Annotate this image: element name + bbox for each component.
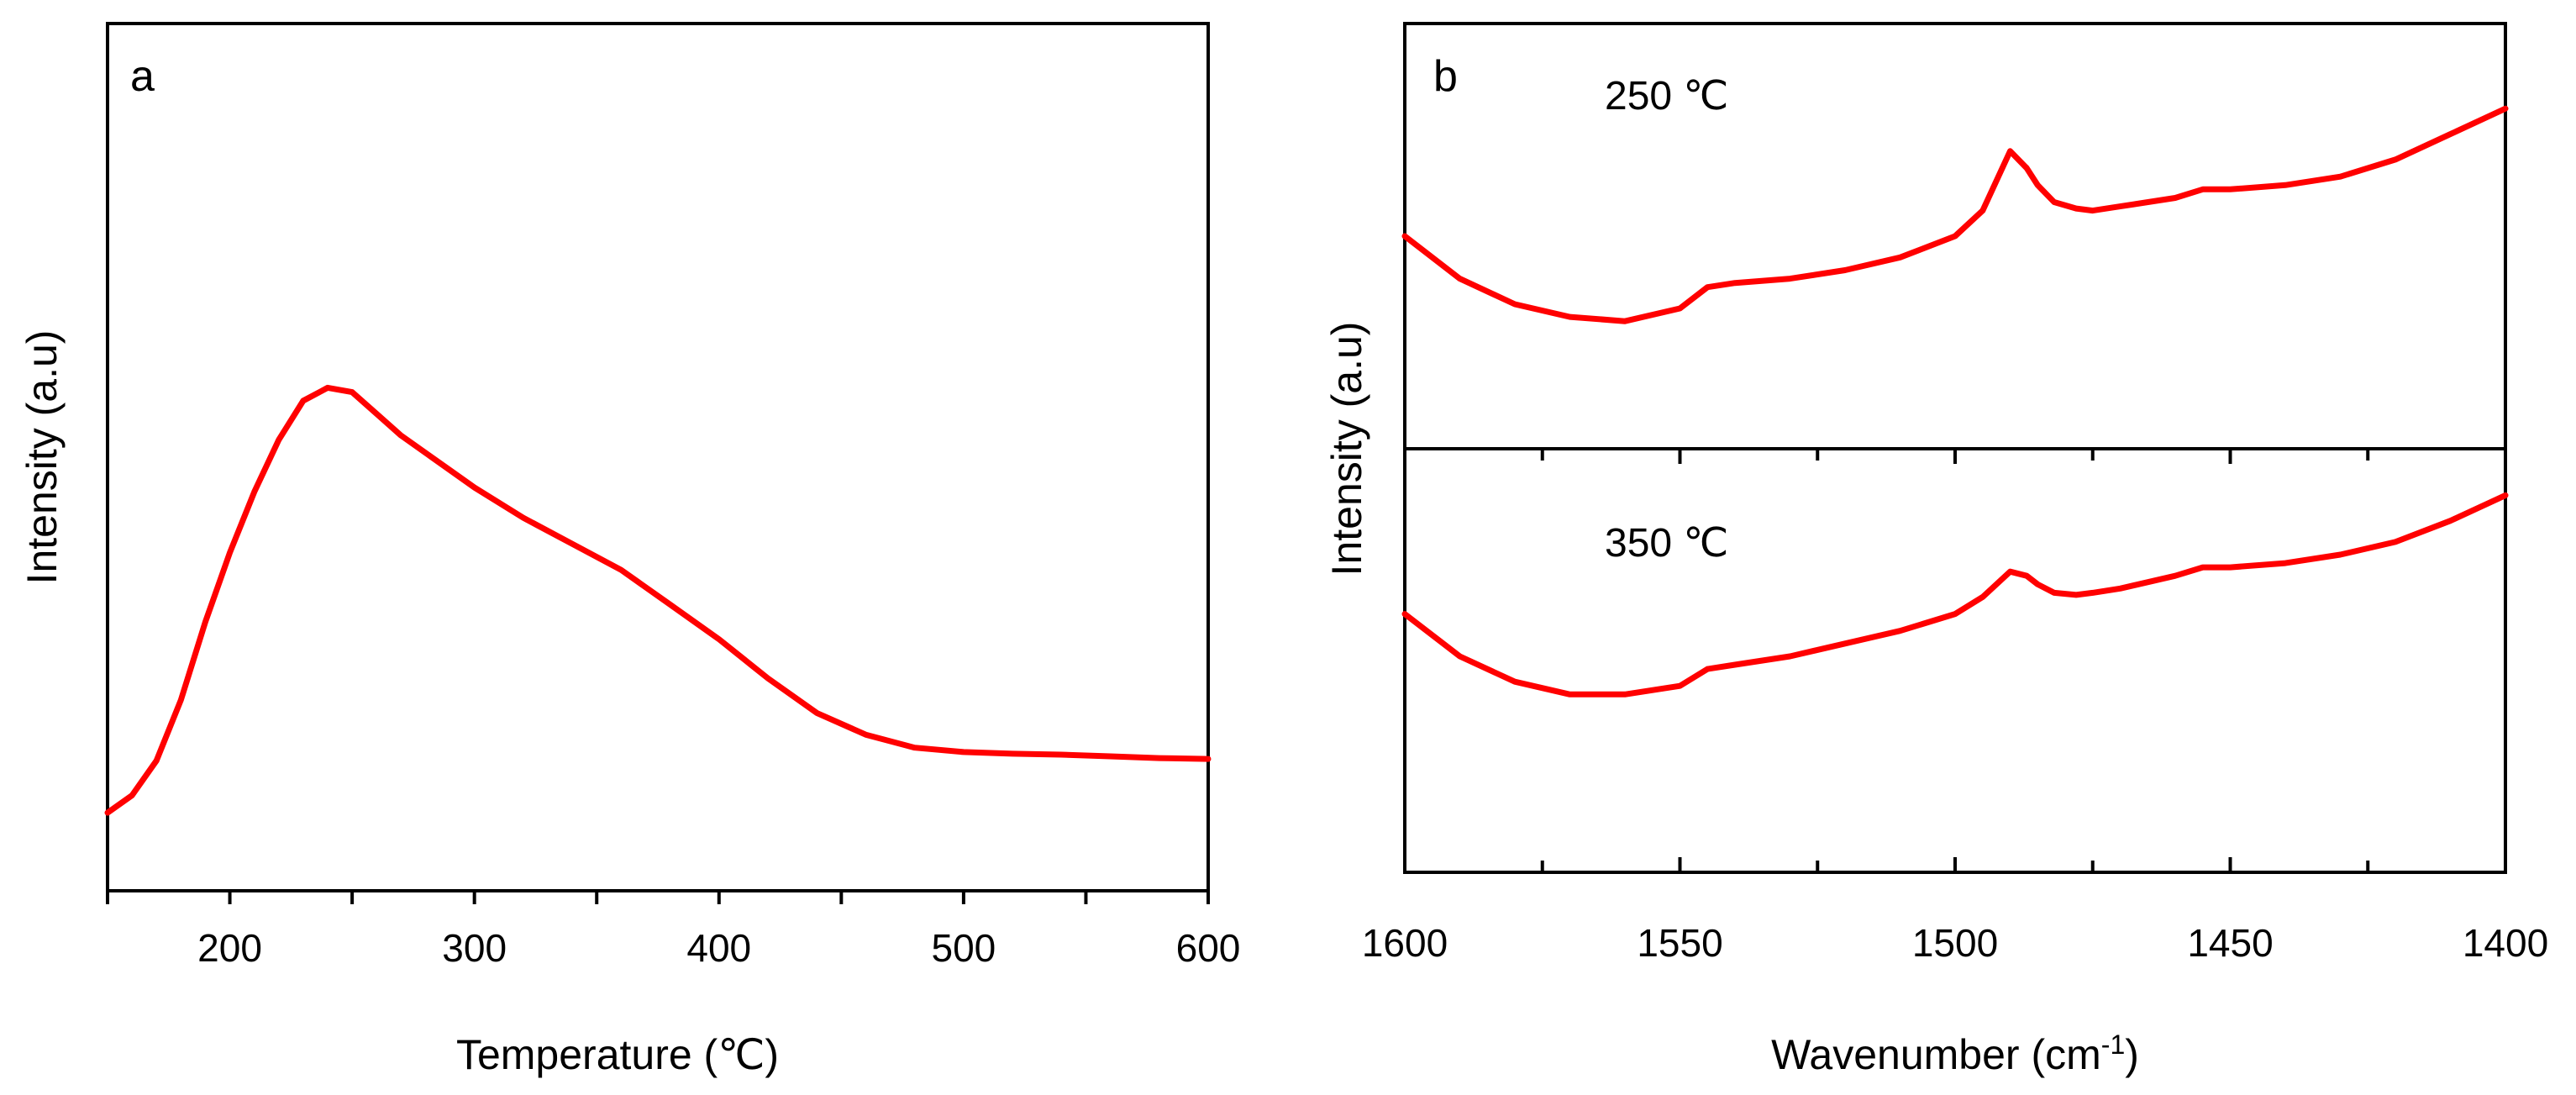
panel-b-xtick-label: 1450: [2187, 921, 2273, 965]
panel-b-series: [1401, 105, 2509, 698]
panel-a-series: [104, 384, 1212, 816]
panel-b-series-line-top: [1401, 105, 2509, 324]
panel-a-xtick-label: 600: [1176, 926, 1241, 970]
panel-a-letter: a: [130, 52, 155, 101]
panel-a-series-line: [104, 384, 1212, 816]
panel-b-letter: b: [1433, 52, 1458, 101]
panel-a-frame: [106, 22, 1210, 892]
panel-b-ylabel: Intensity (a.u): [1323, 322, 1370, 576]
panel-a-tick-labels: 200 300 400 500 600: [197, 926, 1240, 970]
panel-a-ticks: [106, 891, 1210, 904]
panel-a-xlabel: Temperature (℃): [456, 1031, 779, 1078]
panel-b-tick-labels: 1600 1550 1500 1450 1400: [1362, 921, 2548, 965]
panel-a-xtick-label: 300: [442, 926, 507, 970]
panel-b-bottom-annotation: 350 ℃: [1605, 521, 1728, 566]
panel-a-ylabel: Intensity (a.u): [18, 330, 66, 585]
panel-b-xlabel: Wavenumber (cm-1): [1771, 1029, 2139, 1078]
panel-b-series-line-bottom: [1401, 492, 2509, 698]
panel-b-xtick-label: 1550: [1637, 921, 1722, 965]
panel-b-xtick-label: 1400: [2463, 921, 2548, 965]
panel-b-top-annotation: 250 ℃: [1605, 74, 1728, 118]
panel-b-xlabel-main: Wavenumber (cm: [1771, 1031, 2101, 1078]
panel-b-ticks: [1403, 449, 2507, 872]
panel-a-xtick-label: 200: [197, 926, 262, 970]
panel-b-xtick-label: 1600: [1362, 921, 1448, 965]
panel-b-xtick-label: 1500: [1912, 921, 1998, 965]
panel-b: b 250 ℃ 350 ℃ 1600 1550 1500 1450 1400 Waven…: [1323, 22, 2548, 1078]
panel-a-xtick-label: 400: [686, 926, 751, 970]
panel-b-xlabel-sup: -1: [2101, 1029, 2125, 1060]
panel-a: a 200 300 400 500 600 Temperature (℃) Intens…: [18, 22, 1240, 1078]
panel-b-xlabel-close: ): [2125, 1031, 2139, 1078]
panel-a-xtick-label: 500: [932, 926, 996, 970]
